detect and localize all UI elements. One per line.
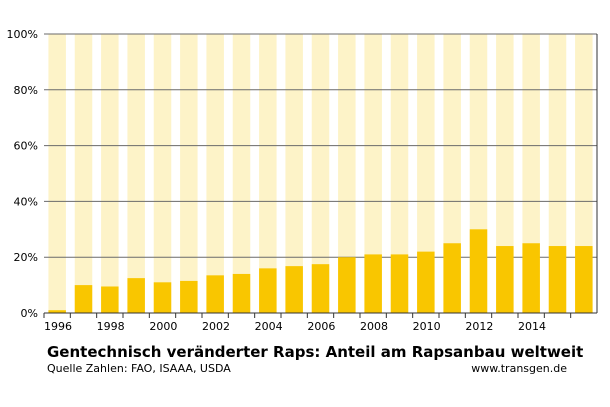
bar-chart: 0% 20% 40% 60% 80% 100% 1996 1998 2000 2002 2004 2… xyxy=(7,28,598,333)
background-bar-2006 xyxy=(311,34,330,313)
bar-2011 xyxy=(443,243,461,313)
bar-1996 xyxy=(48,310,66,313)
axes xyxy=(43,34,598,318)
background-bar-2004 xyxy=(259,34,277,313)
y-axis-tick-labels: 0% 20% 40% 60% 80% 100% xyxy=(7,28,38,320)
background-bar-2010 xyxy=(417,34,435,313)
data-bars xyxy=(48,229,593,313)
x-tick-label-2010: 2010 xyxy=(413,320,441,333)
x-tick-label-2014: 2014 xyxy=(518,320,546,333)
background-bar-2009 xyxy=(390,34,409,313)
bar-2004 xyxy=(259,268,277,313)
bar-2014 xyxy=(522,243,540,313)
background-bars xyxy=(48,34,593,313)
bar-2015 xyxy=(548,246,567,313)
gridlines xyxy=(44,33,597,258)
background-bar-2013 xyxy=(496,34,514,313)
bar-2005 xyxy=(285,266,303,313)
y-tick-label-0: 0% xyxy=(21,307,38,320)
background-bar-2001 xyxy=(180,34,198,313)
background-bar-2008 xyxy=(364,34,382,313)
x-tick-label-2008: 2008 xyxy=(360,320,388,333)
bar-2012 xyxy=(469,229,488,313)
background-bar-1997 xyxy=(74,34,93,313)
bar-2006 xyxy=(311,264,330,313)
background-bar-2016 xyxy=(575,34,593,313)
background-bar-2007 xyxy=(338,34,356,313)
bar-2002 xyxy=(206,275,224,313)
background-bar-2003 xyxy=(232,34,251,313)
x-axis-tick-labels: 1996 1998 2000 2002 2004 2006 2008 2010 2012 2014 xyxy=(44,320,546,333)
y-tick-label-4: 80% xyxy=(14,84,38,97)
bar-1999 xyxy=(127,278,145,313)
y-tick-label-3: 60% xyxy=(14,140,38,153)
y-tick-label-1: 20% xyxy=(14,251,38,264)
bar-2007 xyxy=(338,257,356,313)
bar-1997 xyxy=(74,285,93,313)
bar-2016 xyxy=(575,246,593,313)
background-bar-2005 xyxy=(285,34,303,313)
y-tick-label-5: 100% xyxy=(7,28,38,41)
bar-1998 xyxy=(101,286,119,313)
chart-title: Gentechnisch veränderter Raps: Anteil am… xyxy=(47,343,584,361)
x-tick-label-2000: 2000 xyxy=(149,320,177,333)
x-tick-label-1996: 1996 xyxy=(44,320,72,333)
y-tick-label-2: 40% xyxy=(14,195,38,208)
x-tick-label-2004: 2004 xyxy=(255,320,283,333)
x-tick-label-1998: 1998 xyxy=(97,320,125,333)
bar-2013 xyxy=(496,246,514,313)
bar-2010 xyxy=(417,251,435,313)
background-bar-1999 xyxy=(127,34,145,313)
background-bar-1998 xyxy=(101,34,119,313)
x-tick-label-2002: 2002 xyxy=(202,320,230,333)
bar-2009 xyxy=(390,254,409,313)
background-bar-2000 xyxy=(153,34,172,313)
x-tick-label-2012: 2012 xyxy=(465,320,493,333)
background-bar-2002 xyxy=(206,34,224,313)
background-bar-2015 xyxy=(548,34,567,313)
source-note: Quelle Zahlen: FAO, ISAAA, USDA xyxy=(47,362,231,375)
x-tick-label-2006: 2006 xyxy=(307,320,335,333)
bar-2000 xyxy=(153,282,172,313)
bar-2001 xyxy=(180,280,198,313)
bar-2003 xyxy=(232,273,251,313)
website-link[interactable]: www.transgen.de xyxy=(471,362,567,375)
bar-2008 xyxy=(364,254,382,313)
background-bar-1996 xyxy=(48,34,66,313)
